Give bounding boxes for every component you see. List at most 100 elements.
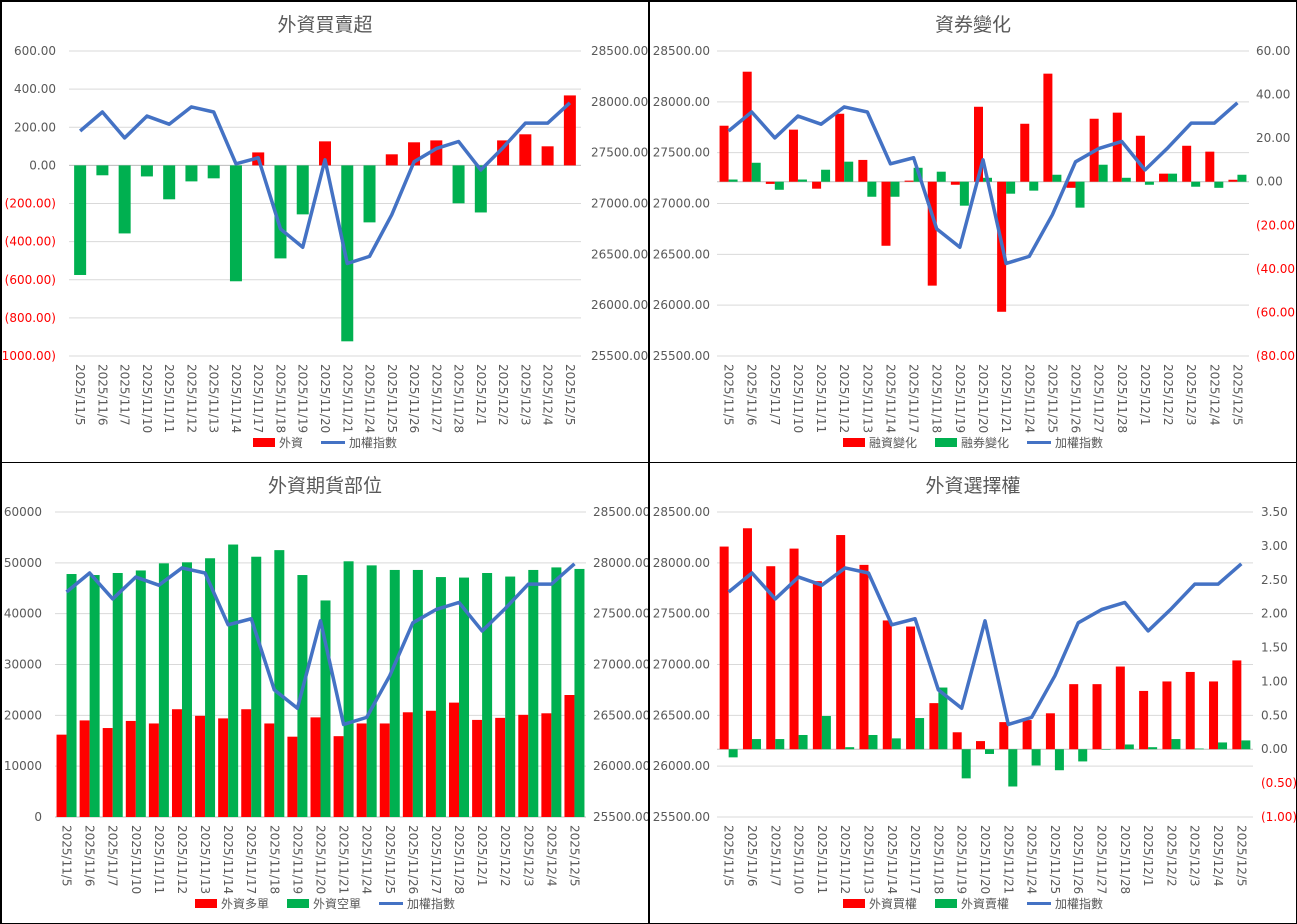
bar-外資空單 — [366, 565, 377, 817]
right-axis-tick-label: 27500.00 — [591, 146, 648, 160]
right-axis-tick-label: 25500.00 — [593, 810, 648, 824]
bar-外資買權 — [906, 626, 916, 750]
bar-外資賣權 — [728, 749, 738, 758]
bar-融資變化 — [835, 113, 845, 182]
legend-label: 外資賣權 — [960, 897, 1009, 911]
category-label: 2025/11/27 — [1095, 825, 1109, 894]
bar-外資多單 — [218, 718, 229, 817]
category-label: 2025/11/5 — [722, 825, 736, 887]
bar-融券變化 — [774, 181, 784, 190]
category-label: 2025/12/1 — [475, 825, 489, 887]
legend-item: 外資 — [252, 434, 303, 451]
right-axis-tick-label: 1.50 — [1261, 641, 1288, 655]
legend-label: 外資空單 — [312, 897, 361, 911]
legend-item: 外資賣權 — [934, 895, 1009, 912]
right-axis-tick-label: 3.00 — [1261, 539, 1288, 553]
bar-外資賣權 — [751, 739, 761, 750]
bar-外資買權 — [976, 741, 985, 750]
left-axis-tick-label: (400.00) — [5, 235, 56, 249]
bar-融資變化 — [765, 181, 775, 184]
category-label: 2025/11/24 — [363, 364, 377, 433]
bar-外資多單 — [449, 702, 460, 817]
category-label: 2025/11/17 — [244, 825, 258, 894]
category-label: 2025/11/26 — [406, 825, 420, 894]
right-axis-tick-label: 27500.00 — [593, 607, 648, 621]
category-label: 2025/11/28 — [1115, 364, 1129, 433]
category-label: 2025/12/5 — [567, 825, 581, 887]
bar-融券變化 — [751, 162, 761, 182]
bar-融券變化 — [1006, 181, 1016, 194]
category-label: 2025/12/2 — [1161, 364, 1175, 426]
category-label: 2025/11/5 — [722, 364, 736, 426]
bar-外資買權 — [1092, 684, 1102, 750]
category-label: 2025/11/7 — [768, 364, 782, 426]
bar-外資空單 — [412, 569, 423, 817]
category-label: 2025/11/14 — [883, 364, 897, 433]
legend-label: 外資買權 — [868, 897, 917, 911]
category-label: 2025/11/10 — [129, 825, 143, 894]
chart-margin-change: 28500.00 28000.00 27500.00 27000.00 26500.00… — [650, 2, 1296, 462]
bar-外資空單 — [505, 576, 516, 817]
category-label: 2025/11/13 — [861, 825, 875, 894]
bar-外資 — [74, 165, 87, 275]
category-label: 2025/11/5 — [60, 825, 74, 887]
bar-外資賣權 — [1054, 749, 1064, 771]
category-label: 2025/11/17 — [907, 364, 921, 433]
bar-外資買權 — [952, 732, 962, 750]
bar-外資多單 — [541, 713, 552, 817]
category-label: 2025/11/26 — [1069, 364, 1083, 433]
bar-外資 — [163, 165, 176, 200]
category-label: 2025/11/27 — [1092, 364, 1106, 433]
bar-融資變化 — [1112, 112, 1122, 182]
category-label: 2025/12/4 — [544, 825, 558, 887]
bar-外資 — [207, 165, 220, 179]
category-label: 2025/11/25 — [1048, 825, 1062, 894]
bar-外資 — [363, 165, 376, 223]
bar-外資多單 — [171, 709, 182, 817]
bar-融券變化 — [1144, 181, 1154, 185]
category-label: 2025/11/7 — [106, 825, 120, 887]
category-label: 2025/11/12 — [184, 364, 198, 433]
right-axis-tick-label: 28000.00 — [593, 556, 648, 570]
right-axis-tick-label: (0.50) — [1261, 776, 1296, 790]
category-label: 2025/12/4 — [541, 364, 555, 426]
bar-外資買權 — [812, 581, 822, 750]
bar-外資賣權 — [1008, 749, 1018, 787]
category-label: 2025/12/1 — [1138, 364, 1152, 426]
bar-融券變化 — [959, 181, 969, 206]
category-label: 2025/11/21 — [999, 364, 1013, 433]
right-axis-tick-label: 26000.00 — [591, 298, 648, 312]
bar-外資空單 — [551, 567, 562, 817]
bar-外資多單 — [102, 728, 113, 817]
right-axis-tick-label: 28500.00 — [593, 505, 648, 519]
legend-line-icon — [1027, 902, 1051, 905]
bar-融券變化 — [1214, 181, 1224, 188]
category-label: 2025/12/5 — [563, 364, 577, 426]
chart-foreign-net-buy: 600.00 400.00 200.00 0.00 (200.00) (400.00) (6… — [2, 2, 648, 462]
bar-融資變化 — [1066, 181, 1076, 188]
category-label: 2025/11/17 — [908, 825, 922, 894]
left-axis-tick-label: 27000.00 — [653, 658, 710, 672]
bar-外資賣權 — [845, 747, 855, 750]
category-label: 2025/11/14 — [221, 825, 235, 894]
bar-外資賣權 — [1148, 747, 1158, 750]
bar-外資買權 — [1209, 681, 1219, 750]
bar-外資 — [563, 95, 576, 166]
category-label: 2025/11/20 — [318, 364, 332, 433]
bar-外資賣權 — [1194, 748, 1204, 750]
legend-label: 融券變化 — [960, 436, 1009, 450]
category-label: 2025/11/19 — [955, 825, 969, 894]
bar-外資空單 — [158, 563, 169, 817]
left-axis-tick-label: 30000 — [4, 658, 42, 672]
left-axis-tick-label: 26500.00 — [653, 247, 710, 261]
bar-融券變化 — [1075, 181, 1085, 208]
category-label: 2025/12/1 — [474, 364, 488, 426]
left-axis-tick-label: 27000.00 — [653, 197, 710, 211]
category-label: 2025/11/25 — [1045, 364, 1059, 433]
category-label: 2025/11/28 — [1118, 825, 1132, 894]
left-axis-tick-label: 50000 — [4, 556, 42, 570]
bar-外資空單 — [574, 568, 585, 817]
category-label: 2025/11/21 — [337, 825, 351, 894]
bar-融資變化 — [788, 129, 798, 182]
right-axis-tick-label: 27000.00 — [593, 658, 648, 672]
